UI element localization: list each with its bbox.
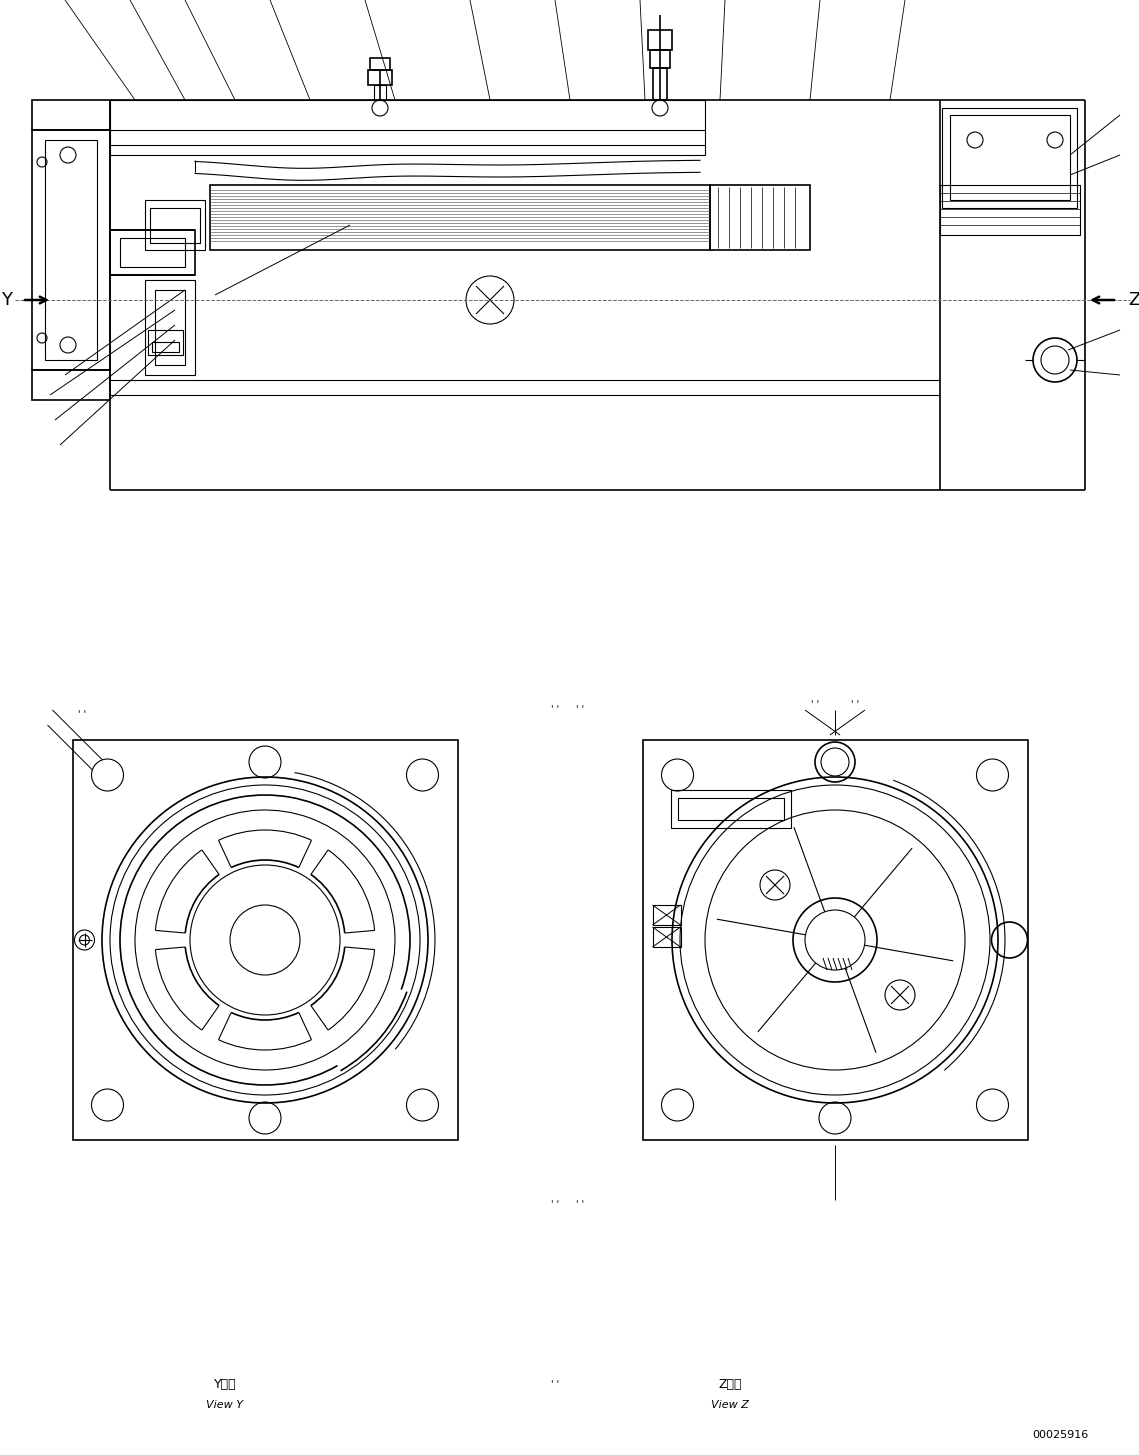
Text: ' ': ' ': [811, 700, 819, 710]
Bar: [151, 342, 179, 352]
Text: ' ': ' ': [551, 1200, 559, 1211]
Bar: [120, 239, 185, 268]
Bar: [950, 115, 1070, 199]
Text: View Z: View Z: [711, 1400, 749, 1410]
Text: Z　視: Z 視: [719, 1378, 741, 1391]
Text: Y　視: Y 視: [214, 1378, 236, 1391]
Bar: [150, 208, 200, 243]
Bar: [942, 108, 1077, 208]
Circle shape: [793, 898, 877, 982]
Bar: [210, 185, 710, 250]
Bar: [710, 185, 810, 250]
Text: ' ': ' ': [576, 706, 584, 714]
Bar: [110, 230, 195, 275]
Bar: [650, 49, 670, 68]
Text: ' ': ' ': [551, 1379, 559, 1390]
Bar: [148, 330, 183, 355]
Bar: [145, 199, 205, 250]
Bar: [145, 279, 195, 375]
Bar: [374, 84, 386, 100]
Bar: [73, 741, 458, 1141]
Bar: [642, 741, 1027, 1141]
Text: ' ': ' ': [851, 700, 859, 710]
Bar: [653, 927, 680, 947]
Text: ' ': ' ': [576, 1200, 584, 1211]
Text: Y: Y: [1, 291, 13, 308]
Bar: [671, 790, 790, 828]
Bar: [940, 185, 1080, 236]
Bar: [110, 100, 705, 156]
Text: View Y: View Y: [206, 1400, 244, 1410]
Bar: [32, 129, 110, 370]
Circle shape: [74, 930, 95, 950]
Bar: [653, 68, 667, 100]
Bar: [370, 58, 390, 70]
Text: 00025916: 00025916: [1032, 1430, 1088, 1440]
Text: ' ': ' ': [79, 710, 87, 720]
Text: ' ': ' ': [551, 706, 559, 714]
Text: Z: Z: [1128, 291, 1139, 308]
Bar: [32, 370, 110, 400]
Bar: [648, 31, 672, 49]
Bar: [653, 905, 680, 925]
Bar: [46, 140, 97, 359]
Bar: [678, 797, 784, 821]
Bar: [32, 100, 110, 129]
Bar: [155, 290, 185, 365]
Bar: [368, 70, 392, 84]
